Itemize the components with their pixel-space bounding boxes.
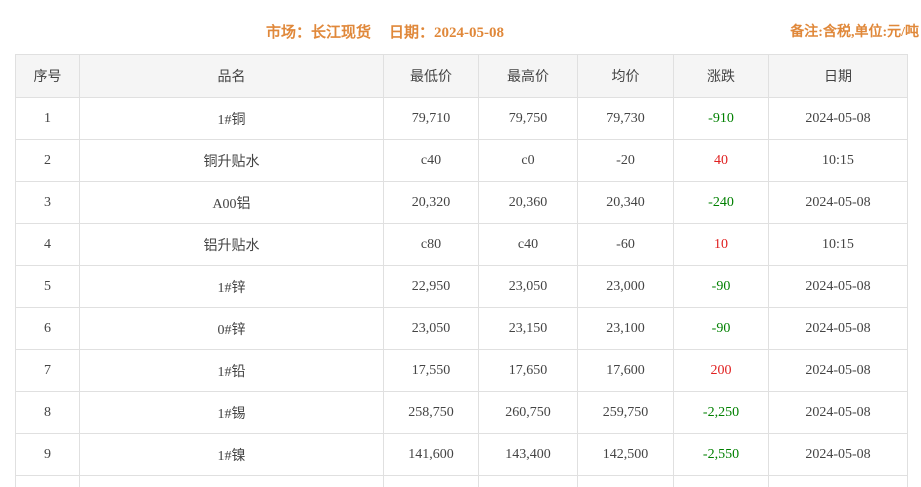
- cell-avg-price: 17,600: [577, 349, 674, 392]
- cell-index: 7: [15, 349, 80, 392]
- market-label: 市场：长江现货: [266, 25, 372, 41]
- price-table: 序号 品名 最低价 最高价 均价 涨跌 日期 1 1#铜 79,710 79,750 7…: [15, 54, 908, 487]
- empty-cell: [79, 475, 384, 487]
- cell-avg-price: -20: [577, 139, 674, 182]
- cell-product-name: 1#镍: [79, 433, 384, 476]
- col-header-name: 品名: [79, 54, 384, 98]
- table-row: 3 A00铝 20,320 20,360 20,340 -240 2024-05-08: [15, 181, 908, 224]
- cell-low-price: 141,600: [383, 433, 479, 476]
- cell-date: 2024-05-08: [768, 97, 908, 140]
- cell-avg-price: 142,500: [577, 433, 674, 476]
- price-table-body: 1 1#铜 79,710 79,750 79,730 -910 2024-05-08 2 铜升贴…: [15, 97, 908, 487]
- date-label: 日期：2024-05-08: [389, 25, 505, 41]
- cell-change: 200: [673, 349, 769, 392]
- cell-index: 8: [15, 391, 80, 434]
- cell-change: -910: [673, 97, 769, 140]
- cell-high-price: c0: [478, 139, 578, 182]
- cell-product-name: 1#铅: [79, 349, 384, 392]
- cell-low-price: 23,050: [383, 307, 479, 350]
- cell-high-price: c40: [478, 223, 578, 266]
- cell-low-price: 79,710: [383, 97, 479, 140]
- table-row: 1 1#铜 79,710 79,750 79,730 -910 2024-05-08: [15, 97, 908, 140]
- cell-date: 2024-05-08: [768, 181, 908, 224]
- cell-date: 2024-05-08: [768, 391, 908, 434]
- cell-change: -2,250: [673, 391, 769, 434]
- cell-change: -90: [673, 307, 769, 350]
- cell-product-name: A00铝: [79, 181, 384, 224]
- col-header-avg: 均价: [577, 54, 674, 98]
- cell-high-price: 23,150: [478, 307, 578, 350]
- cell-date: 2024-05-08: [768, 349, 908, 392]
- table-row: 8 1#锡 258,750 260,750 259,750 -2,250 2024-05-0…: [15, 391, 908, 434]
- table-row: 6 0#锌 23,050 23,150 23,100 -90 2024-05-08: [15, 307, 908, 350]
- cell-product-name: 0#锌: [79, 307, 384, 350]
- header-bar: 市场：长江现货 日期：2024-05-08 备注:含税,单位:元/吨: [0, 0, 921, 54]
- cell-low-price: 22,950: [383, 265, 479, 308]
- cell-low-price: 20,320: [383, 181, 479, 224]
- cell-index: 2: [15, 139, 80, 182]
- cell-avg-price: 259,750: [577, 391, 674, 434]
- cell-high-price: 17,650: [478, 349, 578, 392]
- cell-change: -90: [673, 265, 769, 308]
- empty-cell: [15, 475, 80, 487]
- cell-avg-price: 20,340: [577, 181, 674, 224]
- cell-avg-price: 79,730: [577, 97, 674, 140]
- cell-date: 2024-05-08: [768, 307, 908, 350]
- cell-high-price: 20,360: [478, 181, 578, 224]
- cell-product-name: 1#锌: [79, 265, 384, 308]
- cell-product-name: 1#锡: [79, 391, 384, 434]
- cell-low-price: 258,750: [383, 391, 479, 434]
- partial-row: [15, 475, 908, 487]
- cell-product-name: 铜升贴水: [79, 139, 384, 182]
- cell-index: 3: [15, 181, 80, 224]
- table-row: 5 1#锌 22,950 23,050 23,000 -90 2024-05-08: [15, 265, 908, 308]
- empty-cell: [673, 475, 769, 487]
- table-row: 2 铜升贴水 c40 c0 -20 40 10:15: [15, 139, 908, 182]
- cell-index: 9: [15, 433, 80, 476]
- cell-low-price: c40: [383, 139, 479, 182]
- cell-index: 6: [15, 307, 80, 350]
- col-header-change: 涨跌: [673, 54, 769, 98]
- cell-index: 5: [15, 265, 80, 308]
- cell-low-price: c80: [383, 223, 479, 266]
- cell-high-price: 260,750: [478, 391, 578, 434]
- col-header-low: 最低价: [383, 54, 479, 98]
- empty-cell: [478, 475, 578, 487]
- col-header-high: 最高价: [478, 54, 578, 98]
- cell-product-name: 1#铜: [79, 97, 384, 140]
- cell-date: 10:15: [768, 223, 908, 266]
- cell-avg-price: 23,100: [577, 307, 674, 350]
- cell-change: -240: [673, 181, 769, 224]
- cell-avg-price: 23,000: [577, 265, 674, 308]
- cell-low-price: 17,550: [383, 349, 479, 392]
- cell-index: 1: [15, 97, 80, 140]
- table-row: 9 1#镍 141,600 143,400 142,500 -2,550 2024-05-0…: [15, 433, 908, 476]
- empty-cell: [768, 475, 908, 487]
- cell-change: 40: [673, 139, 769, 182]
- cell-high-price: 143,400: [478, 433, 578, 476]
- cell-high-price: 79,750: [478, 97, 578, 140]
- empty-cell: [577, 475, 674, 487]
- cell-index: 4: [15, 223, 80, 266]
- cell-date: 10:15: [768, 139, 908, 182]
- empty-cell: [383, 475, 479, 487]
- cell-avg-price: -60: [577, 223, 674, 266]
- page-title: 市场：长江现货 日期：2024-05-08: [266, 21, 504, 42]
- note-label: 备注:含税,单位:元/吨: [790, 25, 919, 40]
- table-header-row: 序号 品名 最低价 最高价 均价 涨跌 日期: [15, 54, 908, 98]
- col-header-date: 日期: [768, 54, 908, 98]
- cell-date: 2024-05-08: [768, 433, 908, 476]
- cell-change: 10: [673, 223, 769, 266]
- table-row: 7 1#铅 17,550 17,650 17,600 200 2024-05-08: [15, 349, 908, 392]
- cell-date: 2024-05-08: [768, 265, 908, 308]
- table-row: 4 铝升贴水 c80 c40 -60 10 10:15: [15, 223, 908, 266]
- col-header-index: 序号: [15, 54, 80, 98]
- cell-product-name: 铝升贴水: [79, 223, 384, 266]
- cell-change: -2,550: [673, 433, 769, 476]
- cell-high-price: 23,050: [478, 265, 578, 308]
